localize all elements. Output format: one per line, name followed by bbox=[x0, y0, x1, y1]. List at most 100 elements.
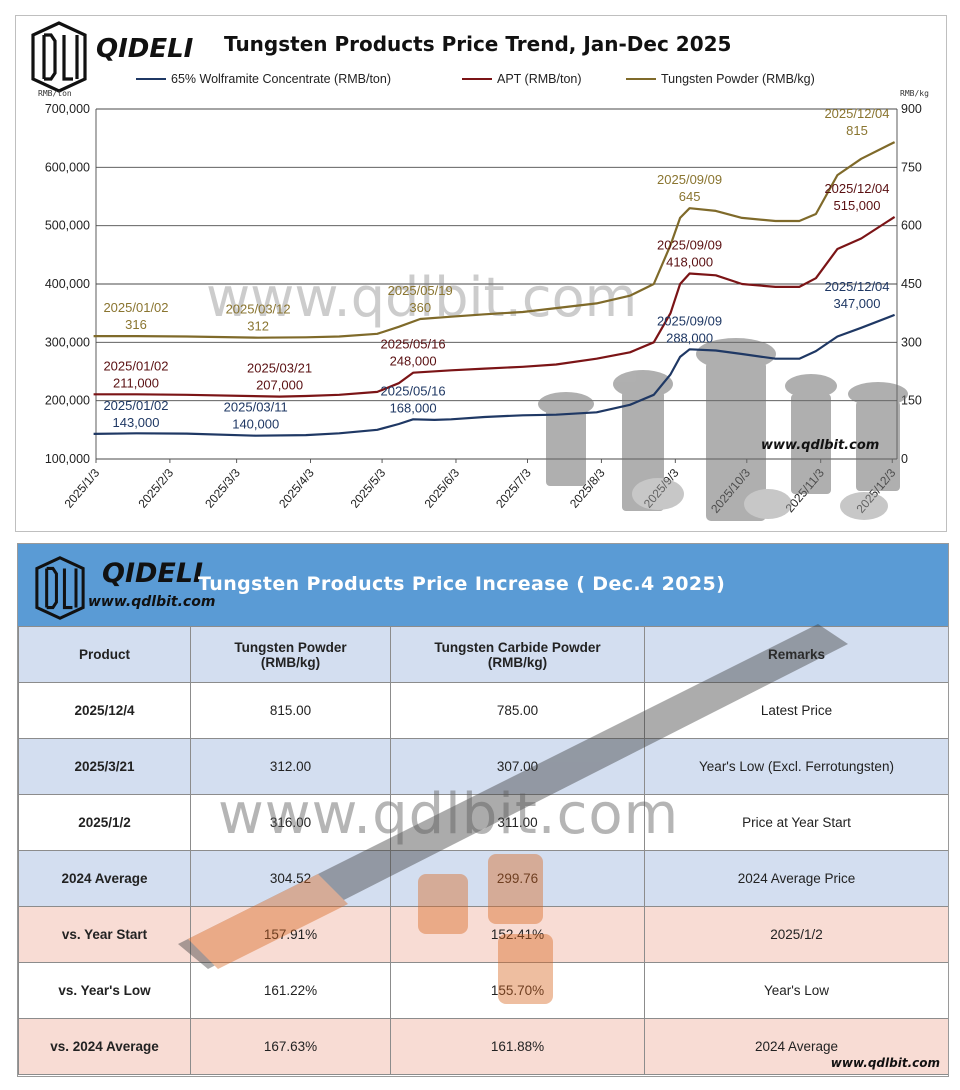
data-label: 2025/03/12 312 bbox=[226, 302, 291, 334]
data-label-value: 207,000 bbox=[256, 378, 303, 393]
left-axis-tick-label: 300,000 bbox=[45, 335, 90, 349]
remarks-cell: Year's Low bbox=[644, 962, 948, 1019]
table-row: 2025/3/21 312.00 307.00 Year's Low (Excl… bbox=[18, 738, 948, 795]
header-remarks: Remarks bbox=[644, 626, 948, 683]
left-axis-tick-label: 700,000 bbox=[45, 102, 90, 116]
data-label: 2025/01/02 143,000 bbox=[103, 398, 168, 430]
left-axis-tick-label: 200,000 bbox=[45, 394, 90, 408]
right-axis-tick-label: 450 bbox=[901, 277, 922, 291]
data-label-date: 2025/12/04 bbox=[824, 106, 889, 121]
left-axis-unit: RMB/ton bbox=[38, 89, 72, 98]
data-label-date: 2025/09/09 bbox=[657, 313, 722, 328]
tungsten-powder-cell: 167.63% bbox=[190, 1018, 391, 1075]
left-axis-tick-label: 100,000 bbox=[45, 452, 90, 466]
remarks-cell: 2025/1/2 bbox=[644, 906, 948, 963]
data-label-value: 815 bbox=[846, 123, 868, 138]
header-tungsten-carbide-powder: Tungsten Carbide Powder (RMB/kg) bbox=[390, 626, 645, 683]
right-axis-tick-label: 300 bbox=[901, 335, 922, 349]
row-label: 2025/12/4 bbox=[18, 682, 191, 739]
series-line-1 bbox=[93, 215, 896, 398]
qideli-logo-icon bbox=[35, 556, 85, 620]
chart-annotations: 2025/01/02 316 2025/03/12 312 2025/05/19 360 2… bbox=[103, 106, 889, 432]
table-footer-url: www.qdlbit.com bbox=[830, 1056, 940, 1070]
legend-label-wolframite: 65% Wolframite Concentrate (RMB/ton) bbox=[171, 72, 391, 86]
data-label-date: 2025/09/09 bbox=[657, 238, 722, 253]
header-product: Product bbox=[18, 626, 191, 683]
data-label-value: 140,000 bbox=[232, 417, 279, 432]
series-line-0 bbox=[93, 313, 895, 437]
price-trend-chart-panel: QIDELI Tungsten Products Price Trend, Ja… bbox=[15, 15, 947, 532]
x-axis-tick-label: 2025/4/3 bbox=[276, 466, 317, 511]
price-increase-table: Product Tungsten Powder (RMB/kg) Tungste… bbox=[18, 626, 948, 1075]
data-label: 2025/05/16 168,000 bbox=[381, 383, 446, 415]
price-trend-chart: QIDELI Tungsten Products Price Trend, Ja… bbox=[31, 21, 929, 521]
chart-legend: 65% Wolframite Concentrate (RMB/ton) APT… bbox=[136, 72, 815, 86]
remarks-cell: Price at Year Start bbox=[644, 794, 948, 851]
tungsten-powder-cell: 157.91% bbox=[190, 906, 391, 963]
data-label-value: 645 bbox=[679, 189, 701, 204]
remarks-cell: Latest Price bbox=[644, 682, 948, 739]
row-label: vs. Year Start bbox=[18, 906, 191, 963]
right-axis-tick-label: 600 bbox=[901, 219, 922, 233]
data-label-date: 2025/05/19 bbox=[388, 283, 453, 298]
data-label: 2025/09/09 418,000 bbox=[657, 238, 722, 270]
chart-url-label: www.qdlbit.com bbox=[761, 438, 879, 453]
data-label-value: 347,000 bbox=[834, 296, 881, 311]
data-label-date: 2025/05/16 bbox=[381, 337, 446, 352]
tungsten-carbide-cell: 155.70% bbox=[390, 962, 645, 1019]
table-title: Tungsten Products Price Increase ( Dec.4… bbox=[198, 573, 726, 595]
table-row: 2025/12/4 815.00 785.00 Latest Price bbox=[18, 682, 948, 739]
left-axis-tick-label: 500,000 bbox=[45, 219, 90, 233]
price-increase-table-panel: QIDELI www.qdlbit.com Tungsten Products … bbox=[17, 543, 949, 1077]
data-label-date: 2025/05/16 bbox=[381, 383, 446, 398]
data-label-value: 515,000 bbox=[834, 198, 881, 213]
data-label-value: 143,000 bbox=[113, 415, 160, 430]
data-label-date: 2025/03/12 bbox=[226, 302, 291, 317]
row-label: 2025/1/2 bbox=[18, 794, 191, 851]
data-label: 2025/09/09 288,000 bbox=[657, 313, 722, 345]
data-label-date: 2025/01/02 bbox=[103, 300, 168, 315]
x-axis-tick-label: 2025/7/3 bbox=[493, 466, 534, 511]
table-row: vs. 2024 Average 167.63% 161.88% 2024 Av… bbox=[18, 1018, 948, 1075]
data-label-value: 316 bbox=[125, 317, 147, 332]
brand-name: QIDELI bbox=[96, 34, 194, 64]
data-label: 2025/01/02 211,000 bbox=[103, 358, 168, 390]
x-axis-tick-label: 2025/6/3 bbox=[422, 466, 463, 511]
data-label-date: 2025/12/04 bbox=[824, 181, 889, 196]
brand-url: www.qdlbit.com bbox=[88, 594, 216, 610]
data-label-value: 360 bbox=[409, 300, 431, 315]
right-axis-tick-label: 900 bbox=[901, 102, 922, 116]
remarks-cell: 2024 Average Price bbox=[644, 850, 948, 907]
data-label-date: 2025/01/02 bbox=[103, 398, 168, 413]
x-axis-tick-label: 2025/1/3 bbox=[62, 466, 103, 511]
row-label: vs. Year's Low bbox=[18, 962, 191, 1019]
row-label: vs. 2024 Average bbox=[18, 1018, 191, 1075]
data-label: 2025/05/16 248,000 bbox=[381, 337, 446, 369]
data-label-date: 2025/03/11 bbox=[224, 400, 288, 415]
data-label-value: 312 bbox=[247, 319, 269, 334]
drill-bits-image bbox=[538, 338, 908, 521]
data-label: 2025/12/04 815 bbox=[824, 106, 889, 138]
left-axis-tick-label: 400,000 bbox=[45, 277, 90, 291]
data-label: 2025/01/02 316 bbox=[103, 300, 168, 332]
data-label: 2025/03/21 207,000 bbox=[247, 361, 312, 393]
tungsten-carbide-cell: 307.00 bbox=[390, 738, 645, 795]
tungsten-carbide-cell: 785.00 bbox=[390, 682, 645, 739]
table-row: 2024 Average 304.52 299.76 2024 Average … bbox=[18, 850, 948, 907]
row-label: 2025/3/21 bbox=[18, 738, 191, 795]
data-label-value: 418,000 bbox=[666, 255, 713, 270]
right-axis-tick-label: 0 bbox=[901, 452, 908, 466]
tungsten-powder-cell: 815.00 bbox=[190, 682, 391, 739]
remarks-cell: Year's Low (Excl. Ferrotungsten) bbox=[644, 738, 948, 795]
chart-series-lines bbox=[93, 141, 896, 437]
data-label-value: 211,000 bbox=[113, 375, 159, 390]
table-header: QIDELI www.qdlbit.com Tungsten Products … bbox=[18, 544, 948, 626]
data-label-date: 2025/03/21 bbox=[247, 361, 312, 376]
table-row: 2025/1/2 316.00 311.00 Price at Year Sta… bbox=[18, 794, 948, 851]
remarks-cell: 2024 Average bbox=[644, 1018, 948, 1075]
x-axis-tick-label: 2025/5/3 bbox=[348, 466, 389, 511]
x-axis-tick-label: 2025/2/3 bbox=[135, 466, 176, 511]
right-axis-tick-label: 750 bbox=[901, 160, 922, 174]
tungsten-powder-cell: 304.52 bbox=[190, 850, 391, 907]
tungsten-powder-cell: 312.00 bbox=[190, 738, 391, 795]
